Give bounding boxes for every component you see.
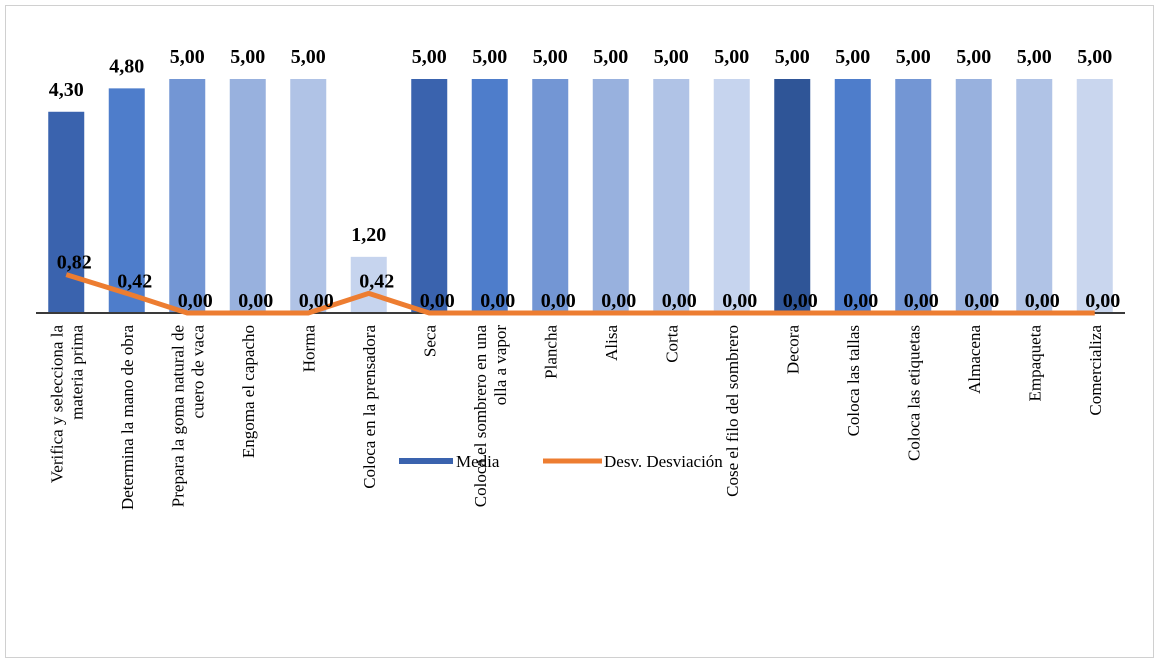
series-line-desv: [65, 272, 1095, 316]
x-tick-labels: Verifica y selecciona la materia prima Det…: [47, 325, 1105, 511]
legend: Media Desv. Desviación: [399, 452, 723, 471]
x-tick-label-10: Alisa: [602, 325, 621, 361]
line-data-label-9: 0,00: [541, 290, 576, 312]
x-tick-label-2: Determina la mano de obra: [118, 325, 137, 510]
line-data-label-11: 0,00: [662, 290, 697, 312]
line-data-label-17: 0,00: [1025, 290, 1060, 312]
line-data-label-16: 0,00: [964, 290, 999, 312]
line-data-label-2: 0,42: [117, 270, 152, 292]
x-tick-label-16: Almacena: [965, 325, 984, 394]
bar-data-label-1: 4,30: [49, 79, 84, 101]
x-tick-label-9: Plancha: [541, 325, 560, 379]
bar-data-label-16: 5,00: [956, 46, 991, 68]
bar-data-label-4: 5,00: [230, 46, 265, 68]
bar-3: [169, 79, 206, 313]
bar-data-label-3: 5,00: [170, 46, 205, 68]
x-tick-label-3: Prepara la goma natural de: [168, 325, 187, 507]
bar-data-label-5: 5,00: [291, 46, 326, 68]
x-tick-label-5: Horma: [299, 325, 318, 373]
legend-label-media: Media: [456, 452, 500, 471]
bar-14: [834, 79, 871, 313]
x-tick-label-7: Seca: [420, 325, 439, 358]
x-tick-label-15: Coloca las etiquetas: [904, 325, 923, 461]
line-data-label-13: 0,00: [783, 290, 818, 312]
x-tick-label-14: Coloca las tallas: [844, 325, 863, 436]
x-tick-label-11: Corta: [662, 325, 681, 363]
x-tick-label-1: materia prima: [67, 325, 86, 420]
chart-frame: 0,82 0,42 0,00 0,00 0,00 0,42 0,00 0,00 0,00 0,00…: [5, 5, 1154, 658]
bar-data-label-11: 5,00: [654, 46, 689, 68]
line-data-label-3: 0,00: [178, 290, 213, 312]
bar-16: [955, 79, 992, 313]
legend-swatch-media: [399, 458, 453, 464]
bar-5: [290, 79, 327, 313]
x-tick-label-13: Decora: [783, 325, 802, 375]
line-data-label-4: 0,00: [238, 290, 273, 312]
bar-13: [774, 79, 811, 313]
bar-17: [1016, 79, 1053, 313]
x-tick-label-12: Cose el filo del sombrero: [723, 325, 742, 497]
bar-4: [229, 79, 266, 313]
bar-7: [411, 79, 448, 313]
bar-data-label-2: 4,80: [109, 55, 144, 77]
bar-18: [1076, 79, 1113, 313]
x-tick-label-8: olla a vapor: [491, 325, 510, 406]
bars-layer: [48, 79, 1113, 313]
line-data-label-7: 0,00: [420, 290, 455, 312]
bar-data-label-13: 5,00: [775, 46, 810, 68]
bar-data-label-14: 5,00: [835, 46, 870, 68]
x-tick-label-18: Comercializa: [1086, 325, 1105, 416]
line-data-label-14: 0,00: [843, 290, 878, 312]
bar-data-label-10: 5,00: [593, 46, 628, 68]
x-tick-label-1: Verifica y selecciona la: [47, 325, 66, 484]
line-labels-layer: 0,82 0,42 0,00 0,00 0,00 0,42 0,00 0,00 0,00 0,00…: [57, 252, 1121, 312]
bar-2: [108, 88, 145, 313]
bar-6: [350, 256, 387, 313]
bar-data-label-7: 5,00: [412, 46, 447, 68]
bar-data-label-6: 1,20: [351, 224, 386, 246]
line-data-label-15: 0,00: [904, 290, 939, 312]
bar-11: [653, 79, 690, 313]
bar-8: [471, 79, 508, 313]
x-tick-label-8: Coloca el sombrero en una: [471, 325, 490, 508]
bar-data-label-15: 5,00: [896, 46, 931, 68]
bar-1: [48, 111, 85, 313]
bar-data-label-12: 5,00: [714, 46, 749, 68]
bar-labels-layer: 4,30 4,80 5,00 5,00 5,00 1,20 5,00 5,00 5,00 5,00…: [49, 46, 1113, 246]
bar-data-label-17: 5,00: [1017, 46, 1052, 68]
line-data-label-18: 0,00: [1085, 290, 1120, 312]
line-data-label-12: 0,00: [722, 290, 757, 312]
bar-12: [713, 79, 750, 313]
legend-label-desv: Desv. Desviación: [604, 452, 723, 471]
bar-data-label-18: 5,00: [1077, 46, 1112, 68]
line-data-label-10: 0,00: [601, 290, 636, 312]
x-tick-label-4: Engoma el capacho: [239, 325, 258, 458]
bar-data-label-9: 5,00: [533, 46, 568, 68]
line-data-label-6: 0,42: [359, 270, 394, 292]
chart-svg: 0,82 0,42 0,00 0,00 0,00 0,42 0,00 0,00 0,00 0,00…: [36, 46, 1125, 511]
x-tick-label-3: cuero de vaca: [188, 325, 207, 419]
bar-15: [895, 79, 932, 313]
line-data-label-5: 0,00: [299, 290, 334, 312]
line-data-label-8: 0,00: [480, 290, 515, 312]
x-tick-label-6: Coloca en la prensadora: [360, 325, 379, 489]
x-tick-label-17: Empaqueta: [1025, 325, 1044, 402]
bar-10: [592, 79, 629, 313]
bar-9: [532, 79, 569, 313]
bar-data-label-8: 5,00: [472, 46, 507, 68]
line-data-label-1: 0,82: [57, 252, 92, 274]
